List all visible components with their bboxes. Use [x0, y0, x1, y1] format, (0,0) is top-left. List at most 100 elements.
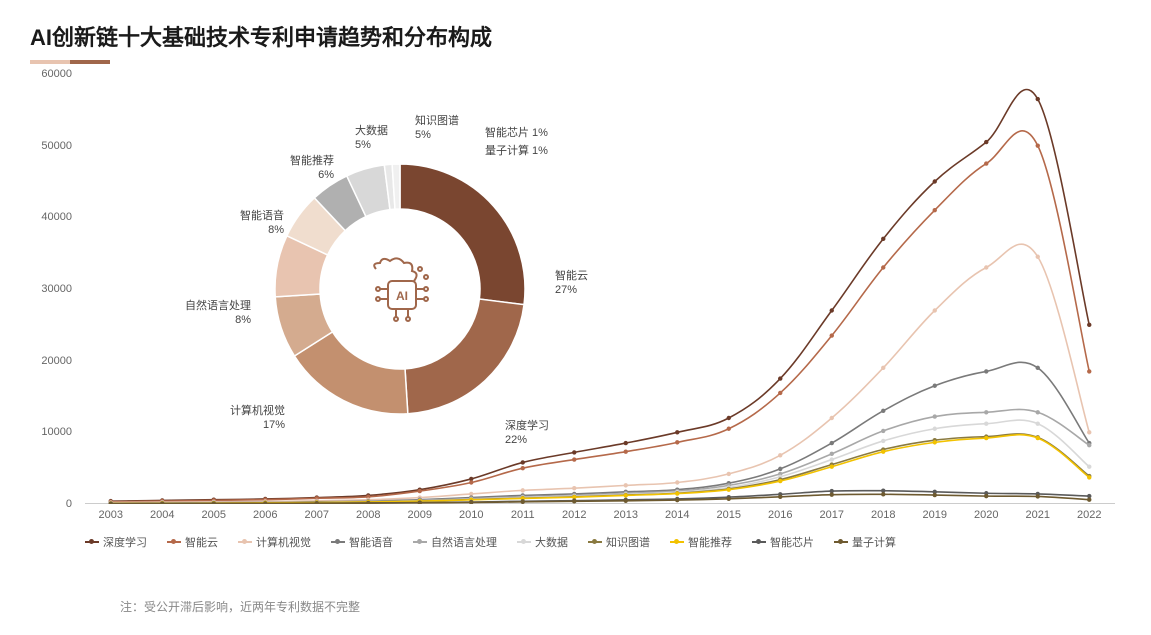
x-tick: 2010	[446, 509, 498, 521]
series-marker	[984, 436, 988, 440]
series-marker	[830, 452, 834, 456]
y-tick: 0	[66, 498, 72, 510]
x-tick: 2017	[806, 509, 858, 521]
x-axis: 2003200420052006200720082009201020112012…	[85, 509, 1115, 521]
legend-label: 智能芯片	[770, 534, 814, 550]
series-marker	[984, 410, 988, 414]
x-tick: 2008	[343, 509, 395, 521]
series-marker	[984, 140, 988, 144]
donut-slice-label: 智能云27%	[555, 269, 588, 298]
series-marker	[727, 472, 731, 476]
chart-area: 0100002000030000400005000060000 AI 智能云27…	[30, 74, 1120, 554]
svg-text:AI: AI	[396, 289, 408, 303]
legend-label: 量子计算	[852, 534, 896, 550]
y-tick: 40000	[41, 211, 72, 223]
series-marker	[881, 449, 885, 453]
legend-swatch	[588, 541, 602, 543]
legend-label: 计算机视觉	[256, 534, 311, 550]
series-marker	[1087, 443, 1091, 447]
series-marker	[881, 429, 885, 433]
x-tick: 2018	[858, 509, 910, 521]
ai-chip-icon: AI	[374, 258, 428, 321]
x-tick: 2015	[703, 509, 755, 521]
series-marker	[830, 441, 834, 445]
series-marker	[778, 495, 782, 499]
series-marker	[933, 208, 937, 212]
series-marker	[830, 333, 834, 337]
series-marker	[1087, 465, 1091, 469]
series-marker	[1087, 323, 1091, 327]
x-tick: 2014	[652, 509, 704, 521]
series-marker	[778, 391, 782, 395]
series-marker	[1036, 422, 1040, 426]
legend-item: 深度学习	[85, 534, 147, 550]
donut-slice-label: 智能芯片 1%	[485, 126, 548, 140]
series-marker	[881, 265, 885, 269]
chart-title: AI创新链十大基础技术专利申请趋势和分布构成	[30, 20, 1121, 52]
legend-label: 智能语音	[349, 534, 393, 550]
series-marker	[624, 441, 628, 445]
series-marker	[1036, 494, 1040, 498]
series-marker	[984, 265, 988, 269]
series-marker	[881, 237, 885, 241]
legend-swatch	[167, 541, 181, 543]
donut-slice-label: 智能推荐6%	[290, 154, 334, 183]
donut-slice-label: 自然语言处理8%	[185, 299, 251, 328]
series-marker	[984, 161, 988, 165]
series-marker	[933, 414, 937, 418]
y-tick: 60000	[41, 68, 72, 80]
series-marker	[933, 384, 937, 388]
series-marker	[727, 416, 731, 420]
series-marker	[984, 369, 988, 373]
footnote: 注：受公开滞后影响，近两年专利数据不完整	[120, 598, 360, 615]
series-marker	[778, 376, 782, 380]
x-tick: 2013	[600, 509, 652, 521]
series-marker	[881, 409, 885, 413]
donut-slice	[400, 164, 525, 305]
series-marker	[624, 499, 628, 503]
legend-item: 自然语言处理	[413, 534, 497, 550]
series-marker	[1036, 410, 1040, 414]
series-marker	[984, 494, 988, 498]
legend-label: 自然语言处理	[431, 534, 497, 550]
series-marker	[933, 179, 937, 183]
series-marker	[881, 439, 885, 443]
y-tick: 10000	[41, 426, 72, 438]
plot-area: AI 智能云27%深度学习22%计算机视觉17%自然语言处理8%智能语音8%智能…	[85, 74, 1115, 504]
legend-item: 知识图谱	[588, 534, 650, 550]
legend-label: 大数据	[535, 534, 568, 550]
x-tick: 2016	[755, 509, 807, 521]
x-tick: 2022	[1064, 509, 1116, 521]
series-marker	[830, 416, 834, 420]
legend-swatch	[238, 541, 252, 543]
series-marker	[675, 498, 679, 502]
series-marker	[830, 308, 834, 312]
y-axis: 0100002000030000400005000060000	[30, 74, 80, 504]
legend-item: 智能芯片	[752, 534, 814, 550]
donut-slice-label: 智能语音8%	[240, 209, 284, 238]
legend-item: 量子计算	[834, 534, 896, 550]
legend-swatch	[517, 541, 531, 543]
series-marker	[727, 487, 731, 491]
series-marker	[778, 479, 782, 483]
series-marker	[675, 480, 679, 484]
series-marker	[933, 440, 937, 444]
series-marker	[1087, 369, 1091, 373]
legend-swatch	[834, 541, 848, 543]
title-underline	[30, 60, 1121, 64]
donut-slice-label: 计算机视觉17%	[230, 404, 285, 433]
series-marker	[624, 493, 628, 497]
legend: 深度学习智能云计算机视觉智能语音自然语言处理大数据知识图谱智能推荐智能芯片量子计…	[85, 534, 1115, 550]
donut-slice-label: 知识图谱5%	[415, 114, 459, 143]
series-marker	[1036, 97, 1040, 101]
legend-item: 智能语音	[331, 534, 393, 550]
x-tick: 2011	[497, 509, 549, 521]
x-tick: 2007	[291, 509, 343, 521]
series-marker	[933, 427, 937, 431]
series-marker	[933, 493, 937, 497]
legend-swatch	[85, 541, 99, 543]
x-tick: 2004	[137, 509, 189, 521]
x-tick: 2012	[549, 509, 601, 521]
x-tick: 2005	[188, 509, 240, 521]
x-tick: 2019	[909, 509, 961, 521]
